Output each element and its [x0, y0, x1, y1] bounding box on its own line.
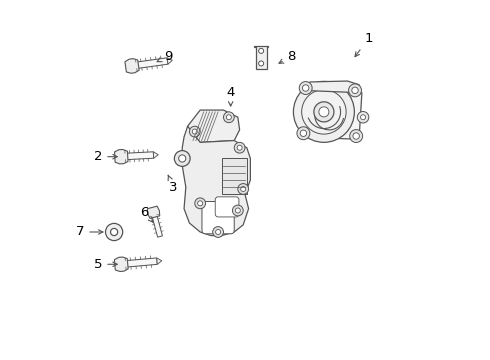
Circle shape: [352, 87, 358, 94]
Polygon shape: [157, 258, 162, 264]
Circle shape: [216, 229, 220, 234]
Circle shape: [357, 112, 369, 123]
Circle shape: [302, 85, 309, 91]
Circle shape: [232, 205, 243, 216]
Polygon shape: [114, 257, 128, 271]
Circle shape: [226, 115, 231, 120]
Polygon shape: [132, 58, 168, 69]
Polygon shape: [182, 126, 250, 235]
Circle shape: [174, 150, 190, 166]
Circle shape: [179, 155, 186, 162]
Polygon shape: [115, 149, 128, 164]
Polygon shape: [167, 58, 172, 64]
Polygon shape: [221, 158, 247, 194]
Circle shape: [302, 90, 346, 134]
Text: 3: 3: [168, 175, 177, 194]
Text: 4: 4: [226, 86, 235, 106]
Text: 6: 6: [141, 206, 153, 223]
Text: 8: 8: [279, 50, 296, 63]
Circle shape: [259, 48, 264, 53]
Circle shape: [350, 130, 363, 143]
Circle shape: [234, 142, 245, 153]
Circle shape: [300, 130, 307, 136]
Text: 1: 1: [355, 32, 373, 57]
Circle shape: [241, 186, 245, 192]
Polygon shape: [121, 152, 154, 160]
Circle shape: [314, 102, 334, 122]
Circle shape: [235, 208, 240, 213]
Text: 2: 2: [94, 150, 117, 163]
Polygon shape: [151, 212, 163, 237]
Circle shape: [237, 145, 242, 150]
Circle shape: [111, 228, 118, 235]
Polygon shape: [299, 90, 362, 139]
Polygon shape: [147, 206, 160, 219]
Polygon shape: [188, 110, 240, 142]
Polygon shape: [153, 152, 158, 158]
Circle shape: [297, 127, 310, 140]
Polygon shape: [254, 45, 269, 69]
Circle shape: [294, 81, 354, 142]
Polygon shape: [302, 81, 359, 93]
Text: 9: 9: [157, 50, 172, 63]
FancyBboxPatch shape: [215, 197, 239, 217]
Circle shape: [105, 224, 122, 240]
Circle shape: [348, 84, 362, 97]
Text: 7: 7: [76, 225, 103, 238]
Circle shape: [192, 129, 197, 134]
Polygon shape: [125, 59, 139, 73]
Circle shape: [319, 107, 329, 117]
FancyBboxPatch shape: [202, 202, 234, 234]
Circle shape: [238, 184, 248, 194]
Circle shape: [195, 198, 205, 209]
Text: 5: 5: [94, 258, 117, 271]
Circle shape: [223, 112, 234, 123]
Circle shape: [190, 126, 200, 137]
Circle shape: [361, 115, 366, 120]
Circle shape: [213, 226, 223, 237]
Polygon shape: [121, 258, 157, 267]
Circle shape: [259, 61, 264, 66]
Circle shape: [197, 201, 203, 206]
Circle shape: [353, 133, 359, 139]
Circle shape: [299, 82, 312, 94]
